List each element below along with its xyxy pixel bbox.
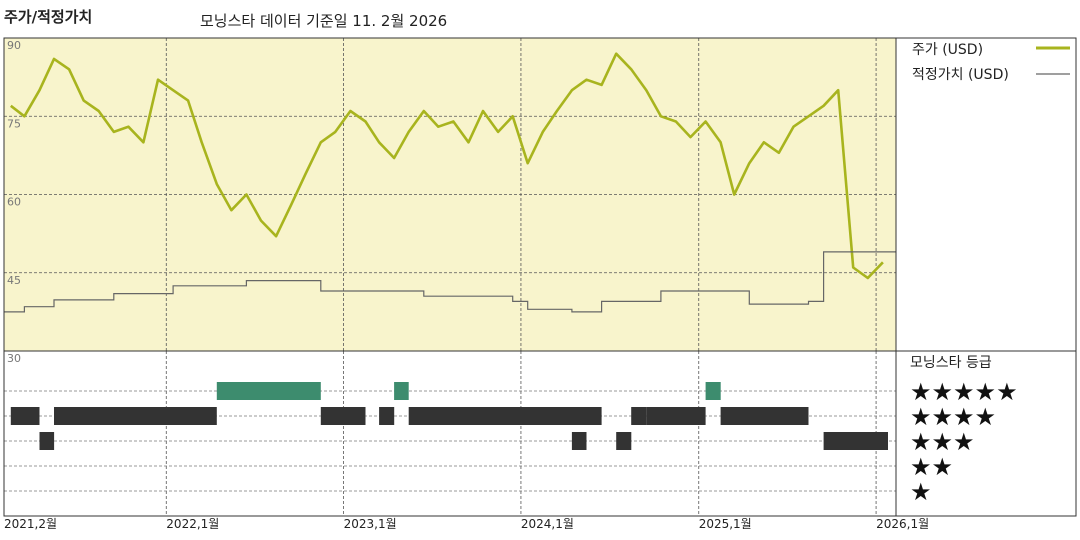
rating-bars bbox=[10, 382, 888, 450]
rating-bar-4-star bbox=[646, 407, 706, 425]
star-rating-3: ★★★ bbox=[910, 428, 975, 456]
x-axis-ticks: 2021,2월 2022,1월 2023,1월 2024,1월 2025,1월 2026,… bbox=[4, 517, 929, 531]
y-axis-ticks: 90 75 60 45 30 bbox=[7, 39, 21, 365]
star-rating-5: ★★★★★ bbox=[910, 378, 1018, 406]
rating-bar-5-star bbox=[216, 382, 321, 400]
rating-bar-4-star bbox=[379, 407, 395, 425]
legend: 주가 (USD) 적정가치 (USD) 모닝스타 등급 bbox=[910, 42, 1070, 371]
x-tick-label: 2024,1월 bbox=[521, 517, 574, 531]
rating-bar-4-star bbox=[408, 407, 602, 425]
rating-bar-5-star bbox=[705, 382, 721, 400]
star-rating-2: ★★ bbox=[910, 453, 953, 481]
y-tick-label: 90 bbox=[7, 39, 21, 52]
rating-bar-4-star bbox=[631, 407, 647, 425]
rating-bar-3-star bbox=[823, 432, 888, 450]
rating-bar-4-star bbox=[320, 407, 366, 425]
x-tick-label: 2022,1월 bbox=[166, 517, 219, 531]
rating-bar-3-star bbox=[571, 432, 587, 450]
rating-bar-3-star bbox=[616, 432, 632, 450]
x-tick-label: 2025,1월 bbox=[699, 517, 752, 531]
x-tick-label: 2026,1월 bbox=[876, 517, 929, 531]
legend-rating-title: 모닝스타 등급 bbox=[910, 355, 992, 371]
series-lines bbox=[4, 52, 896, 313]
chart-subtitle: 모닝스타 데이터 기준일 11. 2월 2026 bbox=[200, 12, 447, 30]
chart-frame bbox=[3, 37, 1077, 517]
rating-bar-4-star bbox=[54, 407, 217, 425]
price-series-line bbox=[10, 52, 884, 280]
x-tick-label: 2021,2월 bbox=[4, 517, 57, 531]
star-rating-1: ★ bbox=[910, 478, 932, 506]
rating-bar-4-star bbox=[10, 407, 40, 425]
rating-bar-5-star bbox=[394, 382, 409, 400]
x-tick-label: 2023,1월 bbox=[344, 517, 397, 531]
star-rating-4: ★★★★ bbox=[910, 403, 996, 431]
y-tick-label: 45 bbox=[7, 274, 21, 287]
fair-value-series-line bbox=[4, 251, 896, 313]
rating-bar-4-star bbox=[720, 407, 809, 425]
star-legend: ★★★★★★★★★★★★★★★ bbox=[910, 378, 1018, 506]
y-tick-label: 60 bbox=[7, 196, 21, 209]
outer-frame bbox=[3, 37, 1077, 517]
legend-fair-value-label: 적정가치 (USD) bbox=[912, 67, 1009, 83]
legend-price-label: 주가 (USD) bbox=[912, 42, 983, 58]
chart-title: 주가/적정가치 bbox=[4, 8, 92, 26]
y-tick-label: 75 bbox=[7, 117, 21, 130]
y-tick-label: 30 bbox=[7, 352, 21, 365]
rating-bar-3-star bbox=[39, 432, 55, 450]
